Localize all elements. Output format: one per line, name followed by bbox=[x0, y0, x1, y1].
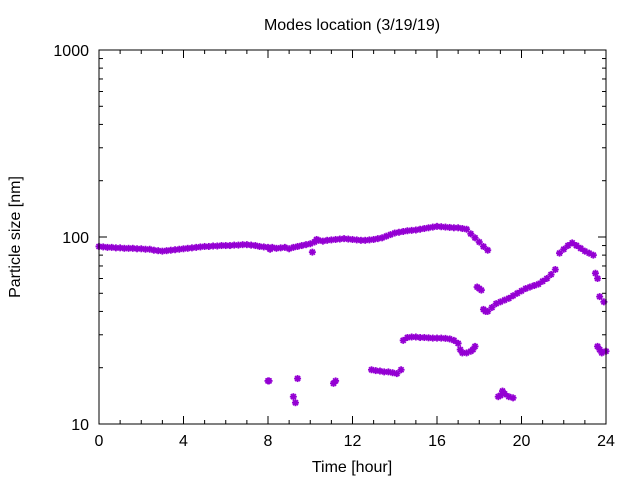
data-point bbox=[450, 336, 458, 344]
x-tick-label: 24 bbox=[597, 433, 615, 450]
data-point bbox=[484, 246, 492, 254]
data-point bbox=[534, 280, 542, 288]
data-point bbox=[475, 238, 483, 246]
data-point bbox=[539, 277, 547, 285]
data-point bbox=[551, 266, 559, 274]
data-point bbox=[454, 339, 462, 347]
y-tick-label: 10 bbox=[71, 417, 89, 434]
data-point bbox=[344, 235, 352, 243]
data-point bbox=[463, 225, 471, 233]
data-point bbox=[572, 242, 580, 250]
plot-frame bbox=[98, 49, 607, 425]
data-point bbox=[564, 242, 572, 250]
data-point bbox=[547, 271, 555, 279]
data-point bbox=[509, 394, 517, 402]
data-point bbox=[332, 377, 340, 385]
data-point bbox=[591, 269, 599, 277]
x-tick-label: 0 bbox=[95, 433, 104, 450]
x-tick-label: 8 bbox=[264, 433, 273, 450]
data-point bbox=[397, 366, 405, 374]
data-point bbox=[308, 248, 316, 256]
chart-title: Modes location (3/19/19) bbox=[264, 17, 440, 34]
data-point bbox=[594, 274, 602, 282]
data-point bbox=[471, 234, 479, 242]
y-axis-label: Particle size [nm] bbox=[7, 176, 24, 298]
y-tick-label: 100 bbox=[62, 230, 89, 247]
data-point bbox=[477, 286, 485, 294]
data-point bbox=[471, 342, 479, 350]
data-points bbox=[95, 222, 610, 407]
data-point bbox=[596, 293, 604, 301]
data-point bbox=[265, 377, 273, 385]
data-point bbox=[412, 226, 420, 234]
data-point bbox=[568, 239, 576, 247]
data-point bbox=[484, 307, 492, 315]
y-tick-label: 1000 bbox=[53, 43, 89, 60]
x-tick-label: 4 bbox=[179, 433, 188, 450]
data-point bbox=[589, 251, 597, 259]
data-point bbox=[501, 390, 509, 398]
data-point bbox=[294, 375, 302, 383]
data-point bbox=[289, 393, 297, 401]
data-point bbox=[291, 399, 299, 407]
x-axis-label: Time [hour] bbox=[312, 459, 392, 476]
x-tick-label: 12 bbox=[344, 433, 362, 450]
x-tick-label: 20 bbox=[513, 433, 531, 450]
data-point bbox=[154, 247, 162, 255]
x-tick-label: 16 bbox=[428, 433, 446, 450]
data-point bbox=[522, 285, 530, 293]
